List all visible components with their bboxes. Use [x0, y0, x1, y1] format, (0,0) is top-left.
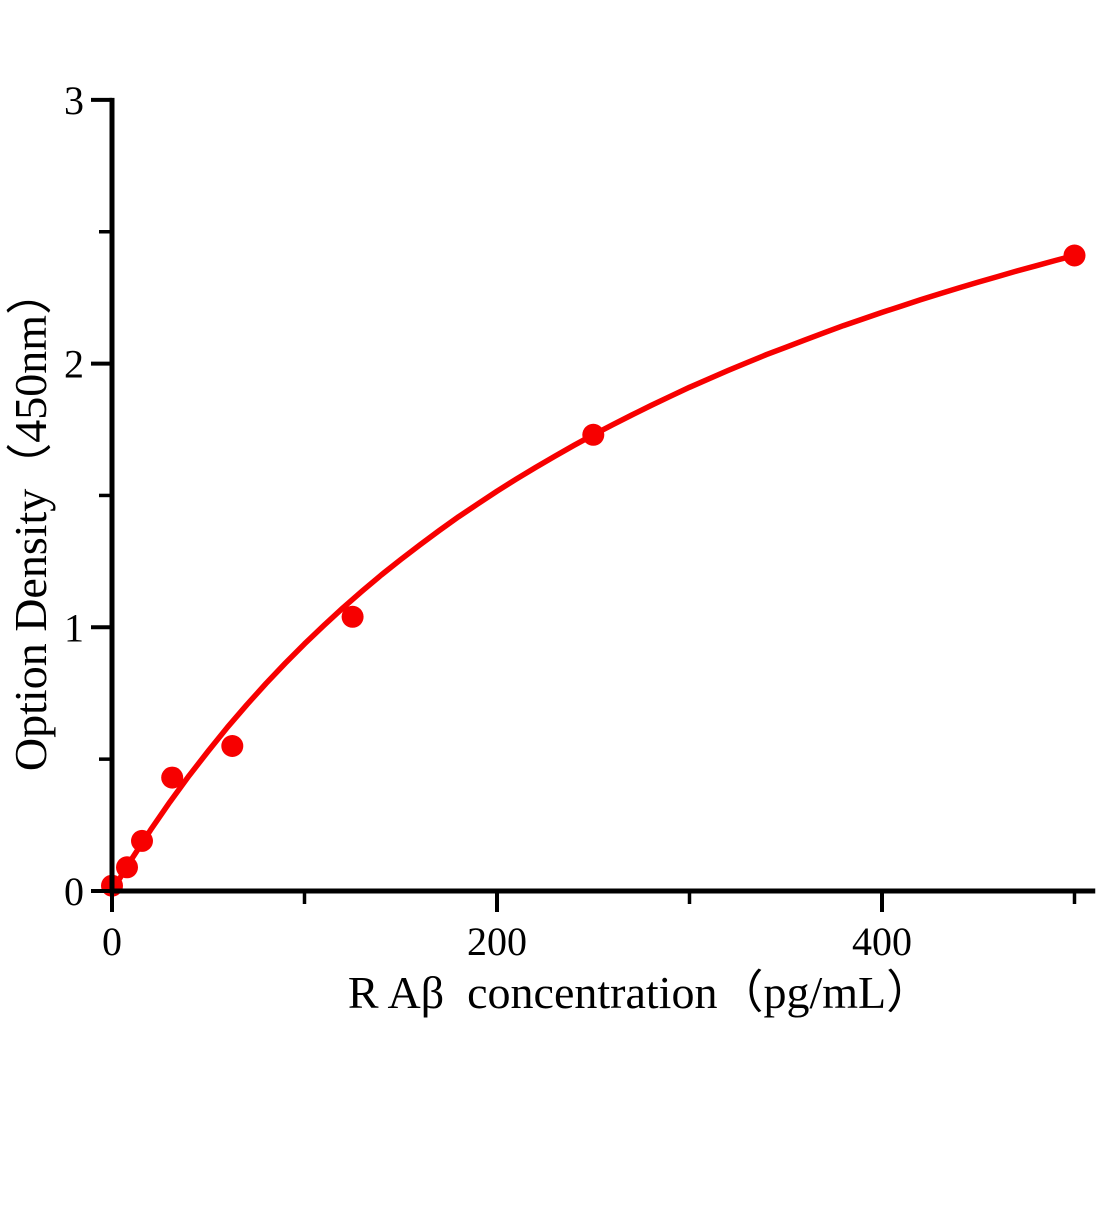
x-tick-label: 0 [102, 919, 122, 964]
data-point [161, 766, 184, 789]
data-point [1063, 244, 1086, 267]
y-axis-label: Option Density（450nm） [5, 269, 56, 771]
x-tick-label: 200 [467, 919, 527, 964]
data-point [116, 856, 138, 879]
y-tick-label: 0 [64, 869, 84, 914]
y-tick-label: 2 [64, 342, 84, 387]
plot-area: 0 1 2 3 0 200 400 [64, 78, 1096, 964]
x-tick-label: 400 [852, 919, 912, 964]
data-point [582, 423, 605, 446]
fit-curve [109, 252, 1078, 894]
x-axis-label: R Aβ concentration（pg/mL） [348, 967, 932, 1018]
data-point [341, 605, 364, 628]
y-tick-label: 1 [64, 605, 84, 650]
data-point [131, 829, 153, 852]
y-tick-label: 3 [64, 78, 84, 123]
data-point [221, 735, 244, 757]
